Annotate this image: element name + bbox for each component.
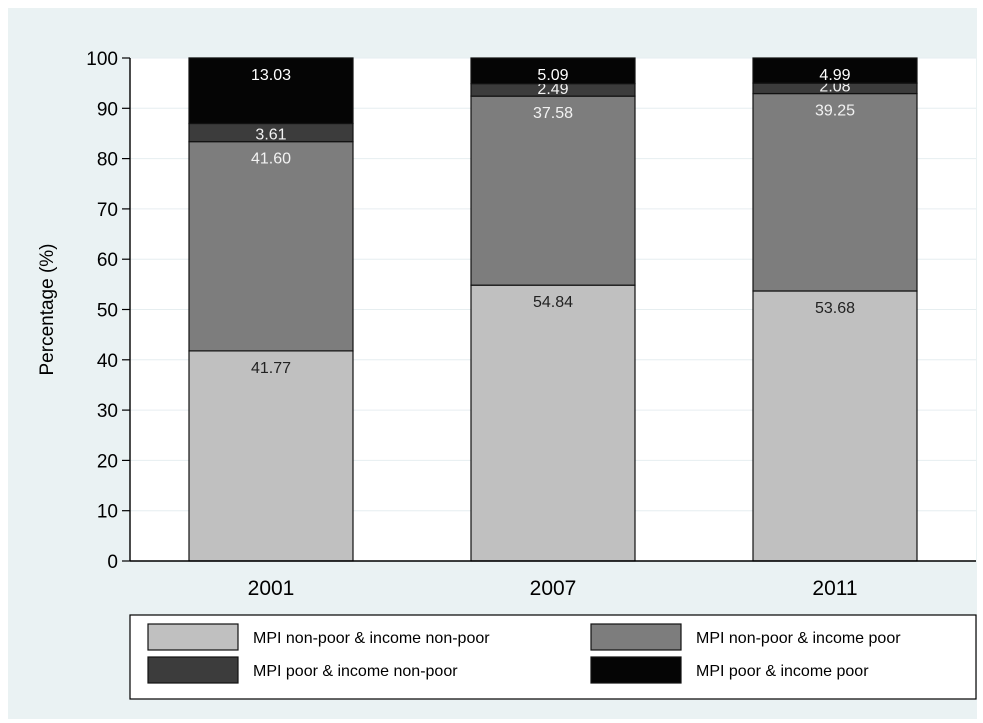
data-label: 54.84 (533, 294, 573, 311)
legend-swatch (590, 656, 682, 684)
legend-box (129, 614, 977, 700)
bar-segment (752, 92, 918, 292)
legend-swatch (147, 623, 239, 651)
data-label: 4.99 (819, 67, 850, 84)
data-label: 37.58 (533, 105, 573, 122)
bar-segment (752, 57, 918, 84)
x-category-label: 2011 (812, 577, 857, 600)
legend-label: MPI non-poor & income poor (696, 630, 901, 647)
bar-segment (470, 95, 636, 286)
y-tick-label: 100 (86, 49, 118, 70)
chart-frame: 41.77 41.60 3.61 13.03 54.84 37.58 2.49 5.09 53.… (8, 8, 977, 719)
stacked-bar-chart: 41.77 41.60 3.61 13.03 54.84 37.58 2.495.09 53.… (37, 49, 977, 700)
y-tick-label: 40 (97, 351, 118, 372)
bar-segment (752, 290, 918, 562)
y-axis-title: Percentage (%) (37, 243, 58, 375)
legend-label: MPI non-poor & income non-poor (253, 630, 490, 647)
bar-segment (188, 57, 354, 125)
data-label: 53.68 (815, 300, 855, 317)
data-label: 41.60 (251, 151, 291, 168)
y-tick-label: 30 (97, 401, 118, 422)
y-tick-label: 20 (97, 451, 118, 472)
data-label: 5.09 (537, 67, 568, 84)
data-label: 2.49 (537, 81, 568, 98)
bar-segment (188, 141, 354, 352)
y-tick-label: 50 (97, 301, 118, 322)
data-label: 13.03 (251, 67, 291, 84)
legend-swatch (590, 623, 682, 651)
bar-segment (470, 57, 636, 85)
data-label: 41.77 (251, 360, 291, 377)
y-tick-label: 60 (97, 250, 118, 271)
y-tick-label: 10 (97, 502, 118, 523)
x-category-label: 2001 (248, 577, 295, 600)
legend-label: MPI poor & income non-poor (253, 663, 458, 680)
legend-swatch (147, 656, 239, 684)
bar-segment (470, 284, 636, 562)
data-label: 3.61 (255, 127, 286, 144)
y-tick-label: 80 (97, 150, 118, 171)
y-tick-label: 90 (97, 99, 118, 120)
bar-segment (188, 350, 354, 562)
data-label: 39.25 (815, 103, 855, 120)
legend-label: MPI poor & income poor (696, 663, 869, 680)
y-tick-label: 70 (97, 200, 118, 221)
y-tick-label: 0 (107, 552, 118, 573)
x-category-label: 2007 (530, 577, 577, 600)
